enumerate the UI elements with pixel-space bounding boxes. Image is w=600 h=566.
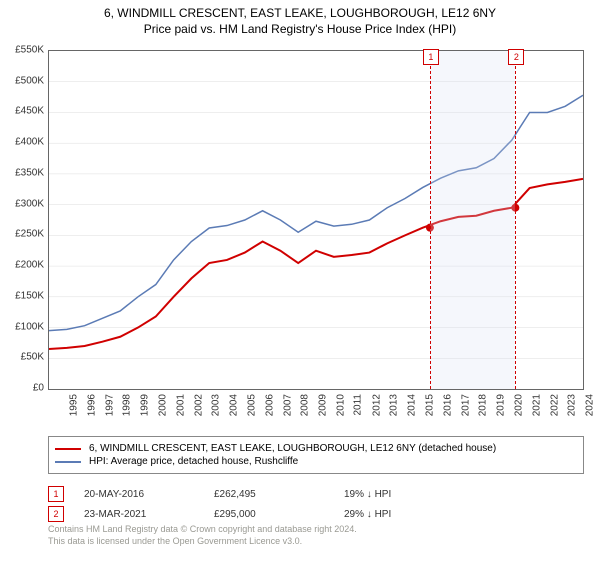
x-tick-label: 2006 [264,394,275,416]
x-tick-label: 2020 [513,394,524,416]
x-tick-label: 2009 [317,394,328,416]
x-tick-label: 2007 [282,394,293,416]
y-tick-label: £550K [2,45,44,56]
sale-vline-badge: 1 [423,49,439,65]
sales-table: 1 20-MAY-2016£262,49519% ↓ HPI 2 23-MAR-202… [48,482,474,526]
x-tick-label: 1998 [122,394,133,416]
x-tick-label: 2011 [352,394,363,416]
chart-title: 6, WINDMILL CRESCENT, EAST LEAKE, LOUGHB… [0,6,600,20]
x-tick-label: 2023 [567,394,578,416]
y-tick-label: £200K [2,260,44,271]
x-tick-label: 2005 [246,394,257,416]
chart-legend: 6, WINDMILL CRESCENT, EAST LEAKE, LOUGHB… [48,436,584,474]
legend-item: HPI: Average price, detached house, Rush… [55,456,577,467]
highlight-band [430,51,515,389]
sale-row: 1 20-MAY-2016£262,49519% ↓ HPI [48,486,474,502]
y-tick-label: £300K [2,198,44,209]
x-tick-label: 2016 [442,394,453,416]
x-tick-label: 2002 [193,394,204,416]
x-tick-label: 2017 [460,394,471,416]
x-tick-label: 2019 [495,394,506,416]
x-tick-label: 2001 [175,394,186,416]
x-tick-label: 1997 [104,394,115,416]
legend-label: 6, WINDMILL CRESCENT, EAST LEAKE, LOUGHB… [89,443,496,454]
x-tick-label: 2014 [406,394,417,416]
legend-swatch [55,448,81,450]
x-tick-label: 2021 [531,394,542,416]
x-tick-label: 2015 [424,394,435,416]
y-tick-label: £50K [2,352,44,363]
footer-line1: Contains HM Land Registry data © Crown c… [48,524,357,536]
footer-attribution: Contains HM Land Registry data © Crown c… [48,524,357,547]
legend-swatch [55,461,81,463]
sale-price: £295,000 [214,509,344,520]
sale-date: 20-MAY-2016 [84,489,214,500]
y-tick-label: £350K [2,167,44,178]
x-tick-label: 2003 [211,394,222,416]
x-tick-label: 2022 [549,394,560,416]
x-tick-label: 2012 [371,394,382,416]
x-tick-label: 1996 [86,394,97,416]
y-tick-label: £450K [2,106,44,117]
y-tick-label: £100K [2,321,44,332]
y-tick-label: £150K [2,290,44,301]
sale-delta: 19% ↓ HPI [344,489,474,500]
x-tick-label: 2018 [478,394,489,416]
y-tick-label: £400K [2,137,44,148]
sale-vline [515,51,516,389]
sale-row: 2 23-MAR-2021£295,00029% ↓ HPI [48,506,474,522]
legend-item: 6, WINDMILL CRESCENT, EAST LEAKE, LOUGHB… [55,443,577,454]
x-tick-label: 1995 [68,394,79,416]
sale-vline [430,51,431,389]
sale-price: £262,495 [214,489,344,500]
y-tick-label: £500K [2,75,44,86]
x-tick-label: 2000 [157,394,168,416]
y-tick-label: £250K [2,229,44,240]
x-tick-label: 2013 [389,394,400,416]
sale-delta: 29% ↓ HPI [344,509,474,520]
sale-date: 23-MAR-2021 [84,509,214,520]
chart-subtitle: Price paid vs. HM Land Registry's House … [0,22,600,36]
x-tick-label: 2024 [584,394,595,416]
chart-plot-area: 12 [48,50,584,390]
legend-label: HPI: Average price, detached house, Rush… [89,456,298,467]
x-tick-label: 1999 [139,394,150,416]
footer-line2: This data is licensed under the Open Gov… [48,536,357,548]
x-tick-label: 2010 [335,394,346,416]
x-tick-label: 2008 [300,394,311,416]
y-tick-label: £0 [2,383,44,394]
x-tick-label: 2004 [228,394,239,416]
sale-badge: 2 [48,506,64,522]
sale-vline-badge: 2 [508,49,524,65]
sale-badge: 1 [48,486,64,502]
